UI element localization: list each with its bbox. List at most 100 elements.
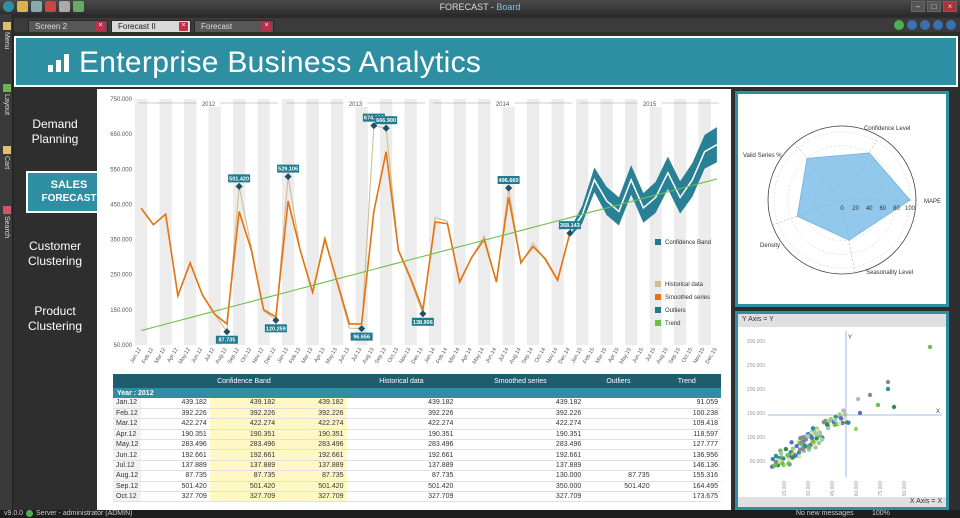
close-tab-icon[interactable]: × <box>179 22 188 31</box>
outlier-marker <box>235 182 243 190</box>
scatter-point <box>824 422 830 427</box>
x-tick-label: Jun.14 <box>485 347 498 364</box>
radar-chart[interactable]: 0 20 40 60 80 100 Confidence Level MAPE Seasonal… <box>738 94 946 304</box>
outlier-label: 529.106 <box>278 167 298 173</box>
refresh-icon[interactable] <box>894 20 904 30</box>
scatter-chart[interactable]: 300.000 250.000 200.000 150.000 100.000 50.00… <box>738 327 946 499</box>
tab-forecast-ii[interactable]: Forecast II × <box>111 20 191 32</box>
table-row[interactable]: Apr.12 190.351 190.351 190.351 190.351 190.35… <box>113 429 721 441</box>
scatter-point <box>853 426 859 432</box>
nav-product-clustering[interactable]: Product Clustering <box>14 304 96 334</box>
column-header[interactable]: Historical data <box>346 374 457 388</box>
zoom-label[interactable]: 100% <box>872 510 890 517</box>
column-header[interactable]: Outliers <box>584 374 653 388</box>
y-tick-label: 550.000 <box>110 167 132 173</box>
x-tick-label: Sep.12 <box>227 347 241 365</box>
forward-icon[interactable] <box>920 20 930 30</box>
x-tick-label: Mar.13 <box>301 347 315 365</box>
nav-sales-forecast[interactable]: SALES FORECAST <box>26 171 110 213</box>
column-header[interactable] <box>113 374 142 388</box>
x-tick-label: Jul.14 <box>498 347 511 363</box>
side-tab-label: Menu <box>3 32 10 50</box>
close-icon[interactable]: × <box>943 1 957 12</box>
table-cell: 118.597 <box>652 429 721 441</box>
scatter-point <box>855 396 861 402</box>
table-row[interactable]: Sep.12 501.420 501.420 501.420 501.420 350.00… <box>113 481 721 493</box>
page-title: Enterprise Business Analytics <box>79 46 482 79</box>
back-icon[interactable] <box>907 20 917 30</box>
table-cell: 136.956 <box>652 449 721 461</box>
close-tab-icon[interactable]: × <box>262 22 271 31</box>
close-tab-icon[interactable]: × <box>96 22 105 31</box>
table-row[interactable]: Jan.12 439.182 439.182 439.182 439.182 439.18… <box>113 398 721 409</box>
nav-line: Demand <box>32 117 78 131</box>
table-row[interactable]: Mar.12 422.274 422.274 422.274 422.274 422.27… <box>113 418 721 430</box>
undo-icon[interactable] <box>59 1 70 12</box>
month-band <box>233 99 246 345</box>
radar-tick-label: 40 <box>866 206 873 212</box>
table-row[interactable]: Feb.12 392.226 392.226 392.226 392.226 392.22… <box>113 408 721 420</box>
window-title-prefix: FORECAST - <box>439 2 497 12</box>
x-tick-label: Jun.12 <box>191 347 204 364</box>
forecast-line-chart[interactable]: 2012 2013 2014 2015 50.000 150.000 250.000 350.… <box>97 89 731 371</box>
outlier-marker <box>284 173 292 181</box>
scatter-point <box>807 445 812 450</box>
side-tab-search[interactable]: Search <box>1 206 12 238</box>
month-band <box>404 99 417 345</box>
row-label: Jan.12 <box>113 398 142 409</box>
table-cell: 350.000 <box>456 481 585 493</box>
table-cell: 422.274 <box>209 418 279 430</box>
table-row[interactable]: Aug.12 87.735 87.735 87.735 87.735 130.000 87.… <box>113 470 721 482</box>
save-icon[interactable] <box>31 1 42 12</box>
side-tab-cart[interactable]: Cart <box>1 146 12 169</box>
tab-forecast[interactable]: Forecast × <box>194 20 274 32</box>
messages-label[interactable]: No new messages <box>796 510 854 517</box>
chart-icon[interactable] <box>73 1 84 12</box>
y-tick-label: 50.000 <box>114 343 133 349</box>
side-tab-menu[interactable]: Menu <box>1 22 12 50</box>
scatter-point <box>885 386 891 392</box>
table-row[interactable]: Jul.12 137.889 137.889 137.889 137.889 137.88… <box>113 460 721 472</box>
outlier-marker <box>358 325 366 333</box>
tab-label: Forecast <box>201 22 233 31</box>
y-tick-label: 750.000 <box>110 97 132 103</box>
scatter-y-axis-label: Y <box>848 335 852 341</box>
scatter-point <box>837 412 842 417</box>
tab-screen-2[interactable]: Screen 2 × <box>28 20 108 32</box>
row-label: Oct.12 <box>113 491 142 503</box>
side-tab-layout[interactable]: Layout <box>1 84 12 115</box>
folder-icon[interactable] <box>17 1 28 12</box>
scatter-x-tick: 15.000 <box>782 481 788 497</box>
scatter-point <box>786 457 792 462</box>
table-cell: 137.889 <box>141 460 210 472</box>
home-icon[interactable] <box>933 20 943 30</box>
forecast-center-line <box>569 144 718 234</box>
minimize-icon[interactable]: – <box>911 1 925 12</box>
month-band <box>355 99 368 345</box>
table-row[interactable]: Oct.12 327.709 327.709 327.709 327.709 327.70… <box>113 491 721 503</box>
nav-demand-planning[interactable]: Demand Planning <box>14 117 96 147</box>
scatter-point <box>833 417 838 423</box>
table-group-row[interactable]: Year : 2012 <box>113 388 721 398</box>
scatter-point <box>843 416 848 422</box>
column-header[interactable]: Trend <box>652 374 721 388</box>
radar-axis-label: Valid Series % <box>743 153 782 159</box>
scatter-x-axis-label: X <box>936 409 940 415</box>
maximize-icon[interactable]: □ <box>927 1 941 12</box>
table-row[interactable]: May.12 283.496 283.496 283.496 283.496 283.49… <box>113 439 721 451</box>
year-label-bg <box>343 99 368 107</box>
year-label: 2013 <box>349 102 363 108</box>
scatter-point <box>819 437 825 442</box>
scatter-point <box>802 443 807 448</box>
app-logo-icon[interactable] <box>3 1 14 12</box>
table-cell: 87.735 <box>346 470 457 482</box>
column-header[interactable]: Confidence Band <box>141 374 347 388</box>
column-header[interactable]: Smoothed series <box>456 374 585 388</box>
fullscreen-icon[interactable] <box>946 20 956 30</box>
radar-axis-label: MAPE <box>924 199 941 205</box>
scatter-point <box>867 392 873 398</box>
table-cell: 190.351 <box>456 429 585 441</box>
nav-customer-clustering[interactable]: Customer Clustering <box>14 239 96 269</box>
table-row[interactable]: Jun.12 192.661 192.661 192.661 192.661 192.66… <box>113 449 721 461</box>
print-icon[interactable] <box>45 1 56 12</box>
